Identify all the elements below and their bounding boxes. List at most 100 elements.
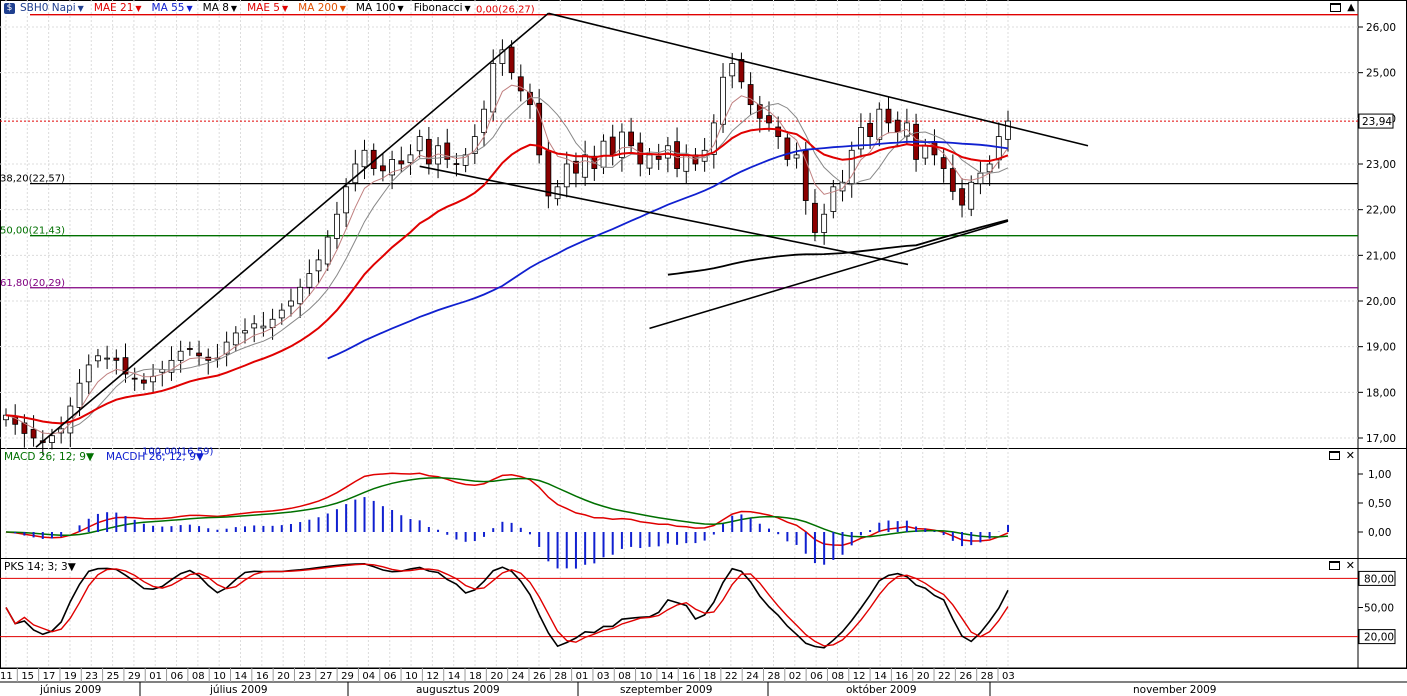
- day-tick-label: 06: [171, 671, 184, 682]
- candle-body: [49, 435, 55, 443]
- day-tick-label: 25: [107, 671, 120, 682]
- ma-8-line: [70, 97, 1009, 429]
- candle: [499, 39, 506, 76]
- legend-item[interactable]: MAE 5 ▼: [247, 2, 288, 14]
- chevron-down-icon[interactable]: ▼: [281, 3, 289, 13]
- day-tick-label: 16: [895, 671, 908, 682]
- candle: [104, 345, 111, 370]
- legend-item[interactable]: PKS 14; 3; 3▼: [4, 561, 76, 573]
- candle: [379, 153, 386, 182]
- candle-body: [536, 102, 543, 156]
- candle: [232, 326, 239, 352]
- chevron-down-icon[interactable]: ▼: [230, 3, 238, 13]
- candle-body: [508, 46, 515, 74]
- candle-body: [444, 142, 451, 160]
- candle: [416, 129, 423, 158]
- candle: [76, 369, 83, 417]
- chevron-down-icon[interactable]: ▼: [85, 451, 95, 463]
- candle-body: [959, 188, 965, 206]
- fibonacci-level-label: 0,00(26,27): [476, 5, 535, 16]
- close-icon[interactable]: ✕: [1345, 559, 1355, 572]
- candle: [177, 340, 184, 373]
- legend-item[interactable]: MA 200 ▼: [298, 2, 346, 14]
- candle-body: [85, 364, 92, 383]
- candle-body: [931, 141, 938, 156]
- price-tick-label: 17,00: [1366, 433, 1396, 445]
- candle-body: [30, 428, 37, 439]
- candle-body: [545, 150, 552, 197]
- day-tick-label: 14: [661, 671, 674, 682]
- candle-body: [738, 59, 745, 83]
- candle: [821, 203, 828, 245]
- day-tick-label: 08: [618, 671, 631, 682]
- day-tick-label: 10: [213, 671, 226, 682]
- stoch-badge: [1358, 570, 1396, 586]
- day-tick-label: 16: [256, 671, 269, 682]
- candle-body: [747, 84, 754, 106]
- candle: [858, 113, 864, 158]
- legend-item[interactable]: $ SBH0 Napi ▼: [4, 2, 84, 14]
- day-tick-label: 01: [576, 671, 589, 682]
- candle: [885, 96, 892, 134]
- candle-body: [379, 165, 386, 172]
- panel-frame: [0, 0, 1407, 449]
- candle-body: [140, 379, 147, 384]
- candle: [756, 95, 763, 133]
- candle: [609, 124, 616, 166]
- chevron-down-icon[interactable]: ▼: [339, 3, 346, 13]
- day-tick-label: 26: [959, 671, 972, 682]
- candle: [812, 189, 818, 242]
- candle: [582, 140, 589, 186]
- candle-body: [619, 131, 625, 159]
- day-tick-label: 28: [554, 671, 567, 682]
- candle: [306, 259, 313, 296]
- day-tick-label: 29: [128, 671, 141, 682]
- ma-55-line: [327, 140, 1009, 360]
- candle-body: [168, 359, 175, 373]
- candle-body: [352, 163, 359, 184]
- candle-body: [131, 377, 138, 380]
- candle-body: [315, 259, 322, 272]
- candle: [407, 144, 414, 175]
- chevron-down-icon[interactable]: ▼: [77, 3, 84, 13]
- day-tick-label: 29: [341, 671, 354, 682]
- chevron-down-icon[interactable]: ▼: [195, 451, 204, 463]
- price-tick-label: 25,00: [1366, 68, 1396, 80]
- stoch-tick-label: 80,00: [1364, 573, 1394, 585]
- maximize-icon[interactable]: [1330, 3, 1342, 12]
- candle: [839, 169, 846, 202]
- chevron-down-icon[interactable]: ▼: [397, 3, 404, 13]
- candle: [894, 111, 901, 147]
- chevron-down-icon[interactable]: ▼: [186, 3, 193, 13]
- candle: [802, 142, 809, 215]
- candle: [21, 414, 28, 448]
- legend-item[interactable]: MACD 26; 12; 9▼: [4, 451, 94, 463]
- day-tick-label: 16: [682, 671, 695, 682]
- fibonacci-level-label: 100,00(16,59): [142, 447, 214, 458]
- day-tick-label: 02: [789, 671, 802, 682]
- close-icon[interactable]: ✕: [1345, 449, 1355, 462]
- legend-item[interactable]: MA 8 ▼: [203, 2, 237, 14]
- candle-body: [729, 63, 736, 77]
- chevron-down-icon[interactable]: ▼: [135, 3, 142, 13]
- maximize-icon[interactable]: [1328, 451, 1340, 460]
- day-tick-label: 14: [235, 671, 248, 682]
- maximize-icon[interactable]: [1328, 561, 1340, 570]
- candle: [389, 150, 395, 190]
- candle-body: [150, 375, 156, 383]
- chevron-down-icon[interactable]: ▼: [464, 3, 471, 13]
- candle-body: [858, 127, 864, 150]
- legend-item[interactable]: MACDH 26; 12; 9▼: [106, 451, 204, 463]
- candle-body: [186, 348, 193, 350]
- legend-item[interactable]: MAE 21 ▼: [94, 2, 142, 14]
- day-tick-label: 20: [490, 671, 503, 682]
- candle: [867, 112, 874, 149]
- legend-item[interactable]: Fibonacci ▼: [414, 2, 471, 14]
- price-tick-label: 18,00: [1366, 387, 1396, 399]
- legend-item[interactable]: MA 55 ▼: [152, 2, 193, 14]
- pin-icon[interactable]: ▲: [1347, 2, 1355, 13]
- candle: [334, 201, 340, 249]
- chevron-down-icon[interactable]: ▼: [67, 561, 76, 573]
- legend-item[interactable]: MA 100 ▼: [356, 2, 404, 14]
